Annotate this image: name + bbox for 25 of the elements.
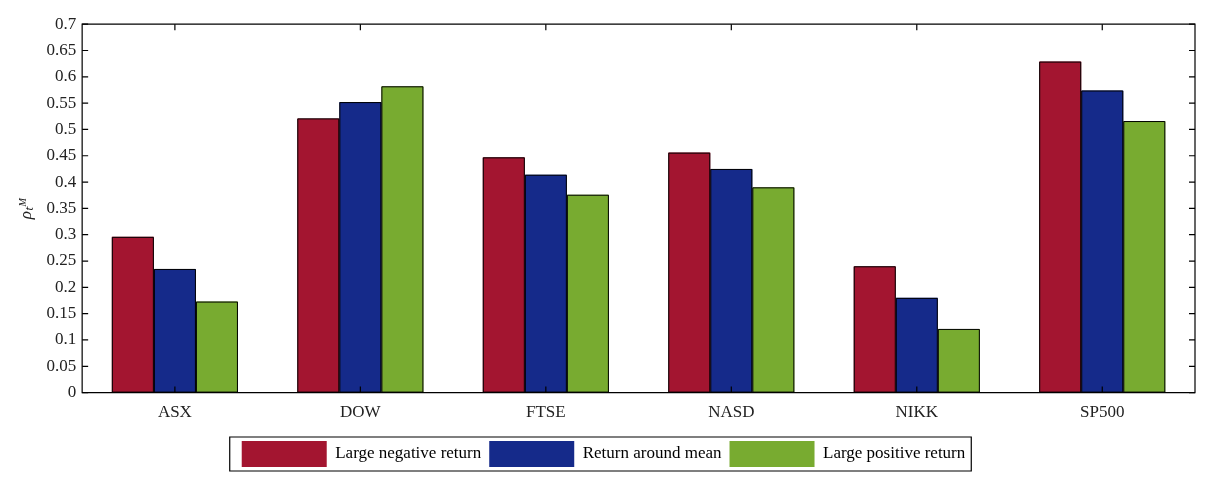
x-tick-label: NIKK: [895, 402, 939, 422]
x-tick-label: SP500: [1080, 402, 1125, 422]
x-tick-label: NASD: [708, 402, 755, 422]
y-tick-label: 0.1: [54, 329, 77, 349]
y-tick-label: 0.15: [46, 303, 77, 323]
y-tick-label: 0.7: [54, 13, 77, 33]
legend-label: Large positive return: [823, 443, 966, 463]
text: Large negative return: [335, 443, 482, 463]
y-tick-label: 0.25: [46, 250, 77, 270]
y-tick-label: 0: [67, 382, 77, 402]
y-tick-label: 0.3: [54, 224, 77, 244]
x-tick-label: ASX: [157, 402, 192, 422]
y-tick-label: 0.05: [46, 355, 77, 375]
y-tick-label: 0.5: [54, 118, 77, 138]
legend-label: Return around mean: [582, 443, 723, 463]
y-tick-label: 0.55: [46, 92, 77, 112]
y-tick-label: 0.2: [54, 276, 77, 296]
y-tick-label: 0.45: [46, 145, 77, 165]
x-tick-label: DOW: [340, 402, 382, 422]
y-tick-label: 0.4: [54, 171, 77, 191]
y-axis-title: ρₜᴹ: [15, 197, 35, 221]
y-tick-label: 0.35: [46, 197, 77, 217]
y-tick-label: 0.6: [54, 66, 77, 86]
y-tick-label: 0.65: [46, 39, 77, 59]
x-tick-label: FTSE: [525, 402, 566, 422]
